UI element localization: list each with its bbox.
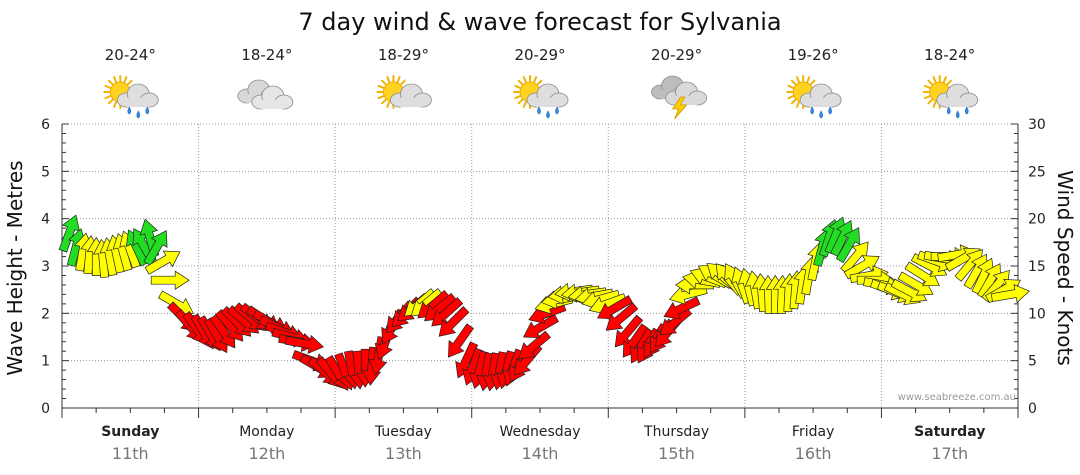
- rain-drops-icon: [810, 106, 832, 119]
- weather-header: 20-24° 18-24° 18-29° 20-29° 20-29° 19-26° 18-2…: [103, 46, 979, 120]
- day-date-label: 11th: [112, 444, 149, 463]
- day-name-label: Saturday: [914, 424, 985, 440]
- cloud-icon: [526, 83, 569, 108]
- left-axis-label: Wave Height - Metres: [3, 160, 27, 375]
- wind-arrow: [843, 255, 880, 280]
- day-date-label: 15th: [658, 444, 695, 463]
- storm-icon: [651, 75, 707, 120]
- wind-arrow: [605, 302, 639, 331]
- day-temperature: 20-29°: [514, 46, 565, 64]
- grid: [61, 123, 1019, 418]
- right-tick-label: 15: [1028, 259, 1046, 275]
- wind-arrow: [659, 307, 693, 336]
- wind-arrows: [58, 214, 1030, 392]
- day-temperature: 18-24°: [924, 46, 975, 64]
- wind-arrow: [144, 250, 181, 275]
- cloud-front-icon: [251, 85, 294, 110]
- wind-arrow: [143, 230, 168, 267]
- day-temperature: 19-26°: [788, 46, 839, 64]
- day-date-label: 14th: [522, 444, 559, 463]
- day-name-label: Wednesday: [499, 424, 580, 440]
- day-date-label: 12th: [248, 444, 285, 463]
- rain-drops-icon: [946, 106, 969, 119]
- day-date-label: 13th: [385, 444, 422, 463]
- day-temperature: 20-24°: [105, 46, 156, 64]
- sun-cloud-showers-icon: [786, 75, 842, 119]
- wind-arrow: [284, 334, 325, 354]
- right-tick-label: 10: [1028, 306, 1046, 322]
- day-date-label: 16th: [795, 444, 832, 463]
- chart-title: 7 day wind & wave forecast for Sylvania: [298, 8, 781, 36]
- wind-arrow: [448, 323, 474, 358]
- lightning-icon: [671, 96, 688, 120]
- day-name-label: Monday: [239, 424, 294, 440]
- wind-arrow: [150, 270, 190, 290]
- sun-cloud-icon: [376, 75, 432, 109]
- wind-arrow: [990, 284, 1030, 304]
- left-tick-label: 0: [41, 401, 50, 417]
- left-axis: 0 1 2 3 4 5 6: [41, 117, 50, 417]
- right-tick-label: 0: [1028, 401, 1037, 417]
- rain-drops-icon: [127, 106, 150, 119]
- wind-arrow: [522, 314, 559, 339]
- right-tick-label: 5: [1028, 354, 1037, 370]
- day-temperature: 20-29°: [651, 46, 702, 64]
- day-temperature: 18-29°: [378, 46, 429, 64]
- cloud-icon: [237, 79, 294, 110]
- right-axis: 0 5 10 15 20 25 30: [1028, 117, 1046, 417]
- left-tick-label: 3: [41, 259, 50, 275]
- left-tick-label: 1: [41, 354, 50, 370]
- credit-text: www.seabreeze.com.au: [898, 392, 1016, 403]
- day-labels: Sunday 11th Monday 12th Tuesday 13th Wednesday…: [101, 424, 985, 463]
- day-name-label: Friday: [792, 424, 834, 440]
- left-tick-label: 2: [41, 306, 50, 322]
- wind-arrow: [438, 306, 470, 337]
- rain-drops-icon: [537, 106, 559, 119]
- cloud-icon: [799, 83, 842, 108]
- left-tick-label: 4: [41, 212, 50, 228]
- left-tick-label: 6: [41, 117, 50, 133]
- sun-cloud-showers-icon: [103, 75, 159, 119]
- day-temperature: 18-24°: [241, 46, 292, 64]
- right-axis-label: Wind Speed - Knots: [1053, 170, 1077, 366]
- cloud-icon: [390, 83, 432, 108]
- right-tick-label: 30: [1028, 117, 1046, 133]
- day-name-label: Tuesday: [374, 424, 432, 440]
- left-tick-label: 5: [41, 164, 50, 180]
- day-name-label: Thursday: [643, 424, 709, 440]
- sun-cloud-showers-icon: [922, 75, 979, 119]
- wind-arrow: [518, 330, 551, 360]
- wind-arrow: [663, 296, 701, 320]
- right-tick-label: 20: [1028, 212, 1046, 228]
- right-tick-label: 25: [1028, 164, 1046, 180]
- day-name-label: Sunday: [101, 424, 159, 440]
- cloud-icon: [936, 83, 979, 108]
- day-date-label: 17th: [931, 444, 968, 463]
- wind-arrow: [835, 227, 860, 264]
- sun-cloud-showers-icon: [513, 75, 569, 119]
- cloud-icon: [116, 83, 159, 108]
